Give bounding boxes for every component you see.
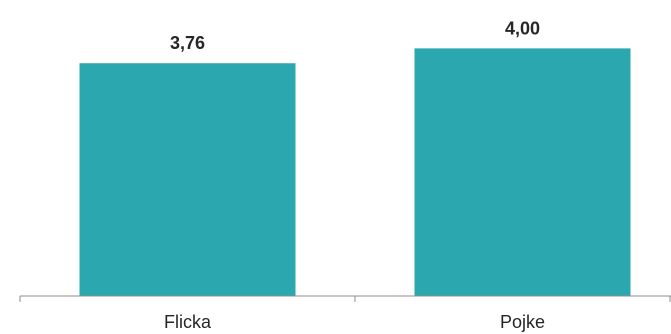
x-tick-labels-group: Flicka Pojke (164, 312, 545, 332)
bar-flicka (79, 63, 296, 296)
bars-group (79, 48, 631, 296)
x-tick-label-pojke: Pojke (500, 312, 545, 332)
data-label-flicka: 3,76 (170, 33, 205, 53)
bar-pojke (414, 48, 631, 296)
data-label-pojke: 4,00 (505, 18, 540, 38)
x-tick-label-flicka: Flicka (164, 312, 212, 332)
x-axis (19, 295, 671, 302)
data-labels-group: 3,76 4,00 (170, 18, 540, 53)
